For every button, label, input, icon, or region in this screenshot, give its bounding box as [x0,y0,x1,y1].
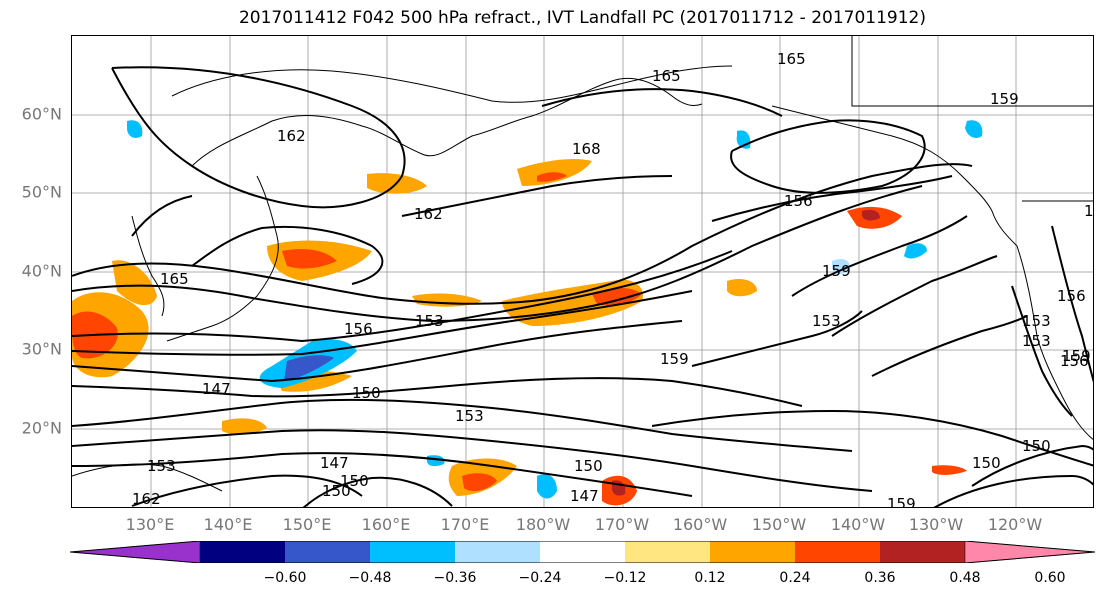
lon-label: 170°W [594,515,650,534]
colorbar-extend-max [964,541,1095,563]
colorbar-bin [285,541,371,563]
colorbar-bin [625,541,711,563]
colorbar-tick-label: 0.36 [864,570,896,586]
coastlines [72,36,1093,492]
svg-text:150: 150 [352,384,381,402]
svg-text:153: 153 [1022,312,1051,330]
graticule [72,36,1093,507]
lon-label: 180°W [515,515,571,534]
lon-label: 130°E [125,515,175,534]
colorbar-tick-label: −0.24 [518,570,562,586]
lon-label: 130°W [908,515,964,534]
lat-label: 60°N [21,104,62,124]
svg-text:159: 159 [660,350,689,368]
colorbar-bin [370,541,456,563]
svg-text:153: 153 [147,457,176,475]
colorbar [70,541,1095,563]
ivt-pc-fill [72,120,983,506]
svg-text:153: 153 [415,312,444,330]
colorbar-bin [540,541,626,563]
map-canvas: 165 168 162 162 165 159 156 156 153 153 … [72,36,1094,508]
colorbar-tick-label: 0.60 [1034,570,1066,586]
refract-contours [72,66,1093,507]
svg-text:156: 156 [1057,287,1086,305]
lon-label: 140°W [830,515,886,534]
svg-text:159: 159 [1062,347,1091,365]
colorbar-tick-label: 0.12 [694,570,726,586]
colorbar-tick-label: 0.48 [949,570,981,586]
lat-label: 30°N [21,339,62,359]
lat-label: 40°N [21,261,62,281]
colorbar-bin [455,541,541,563]
map-panel: 165 168 162 162 165 159 156 156 153 153 … [71,35,1094,508]
lon-label: 120°W [987,515,1043,534]
plot-title: 2017011412 F042 500 hPa refract., IVT La… [238,8,926,28]
colorbar-tick-label: −0.36 [433,570,477,586]
lon-label: 160°E [361,515,411,534]
svg-text:153: 153 [812,312,841,330]
svg-text:156: 156 [1084,202,1094,220]
lat-label: 20°N [21,418,62,438]
colorbar-tick-label: 0.24 [779,570,811,586]
svg-text:150: 150 [322,482,351,500]
svg-text:156: 156 [344,320,373,338]
svg-text:150: 150 [972,454,1001,472]
svg-text:165: 165 [652,67,681,85]
svg-text:165: 165 [160,270,189,288]
colorbar-bin [880,541,966,563]
svg-text:150: 150 [340,472,369,490]
svg-text:147: 147 [320,454,349,472]
svg-text:162: 162 [277,127,306,145]
svg-text:159: 159 [887,495,916,508]
svg-text:147: 147 [202,380,231,398]
svg-text:159: 159 [822,262,851,280]
contour-labels: 165 168 162 162 165 159 156 156 153 153 … [132,50,1094,508]
lat-label: 50°N [21,182,62,202]
svg-text:153: 153 [455,407,484,425]
svg-text:153: 153 [1022,332,1051,350]
colorbar-bin [795,541,881,563]
lon-label: 140°E [203,515,253,534]
colorbar-bin [710,541,796,563]
svg-text:159: 159 [990,90,1019,108]
colorbar-bin [200,541,286,563]
lon-label: 170°E [440,515,490,534]
svg-text:156: 156 [784,192,813,210]
svg-text:156: 156 [1060,352,1089,370]
svg-text:147: 147 [570,487,599,505]
lon-label: 150°W [751,515,807,534]
svg-text:168: 168 [572,140,601,158]
svg-text:162: 162 [132,490,161,508]
colorbar-tick-label: −0.12 [603,570,647,586]
lon-label: 150°E [282,515,332,534]
svg-text:165: 165 [777,50,806,68]
svg-text:150: 150 [1022,437,1051,455]
colorbar-tick-label: −0.60 [263,570,307,586]
colorbar-extend-min [70,541,201,563]
colorbar-tick-label: −0.48 [348,570,392,586]
lon-label: 160°W [672,515,728,534]
svg-text:162: 162 [414,205,443,223]
svg-text:150: 150 [574,457,603,475]
